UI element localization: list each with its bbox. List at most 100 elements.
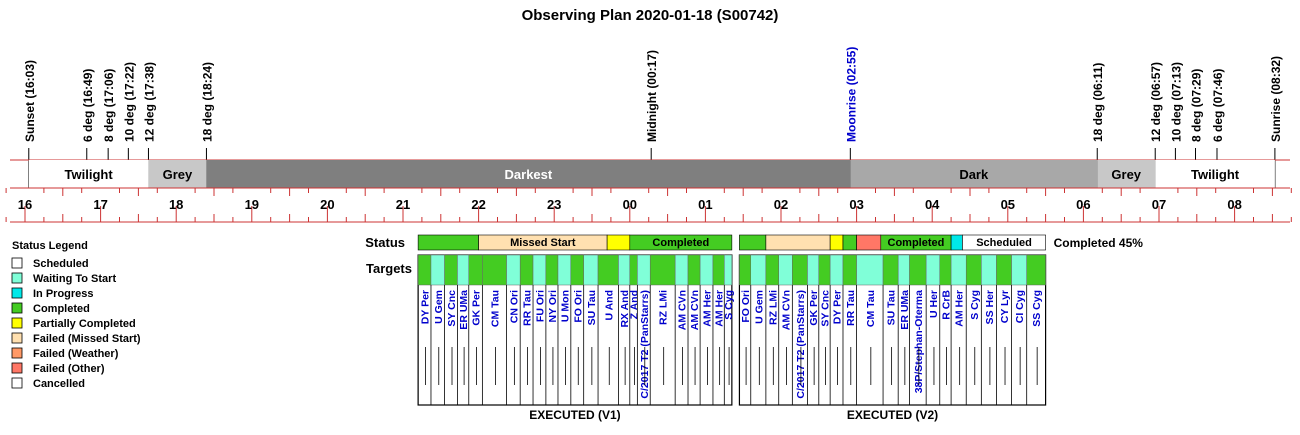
target-name: RR Tau	[845, 290, 857, 326]
target-block	[545, 254, 559, 286]
axis-tick-label: 23	[547, 197, 561, 212]
target-block	[687, 254, 701, 286]
event-label: Sunset (16:03)	[23, 60, 37, 142]
axis-tick-label: 00	[623, 197, 637, 212]
target-name: AM Her	[714, 290, 726, 327]
status-segment-label: Completed	[652, 237, 709, 249]
target-name: AM Her	[702, 290, 714, 327]
axis-tick-label: 08	[1227, 197, 1241, 212]
sky-band	[1097, 160, 1156, 188]
target-name: ER UMa	[899, 290, 911, 330]
legend-label: Completed	[33, 303, 90, 315]
target-block	[1011, 254, 1027, 286]
target-name: AM Her	[954, 290, 966, 327]
target-name: SY Cnc	[446, 290, 458, 327]
target-block	[444, 254, 458, 286]
sky-band	[1155, 160, 1275, 188]
sky-band	[28, 160, 149, 188]
target-block	[482, 254, 507, 286]
target-name: AM CVn	[781, 290, 793, 330]
status-segment	[829, 234, 844, 251]
status-segment	[739, 234, 767, 251]
legend-swatch	[11, 362, 23, 374]
row-label-targets: Targets	[366, 261, 412, 276]
target-block	[792, 254, 808, 286]
target-block	[649, 254, 676, 286]
target-name: CI Cyg	[1014, 290, 1026, 323]
event-label: 6 deg (16:49)	[81, 69, 95, 142]
legend-swatch	[11, 257, 23, 269]
target-block	[532, 254, 547, 286]
event-label: 18 deg (18:24)	[200, 62, 214, 142]
target-name: U And	[603, 290, 615, 321]
target-block	[882, 254, 899, 286]
target-name: R CrB	[940, 290, 952, 320]
target-block	[950, 254, 967, 286]
target-block	[981, 254, 997, 286]
target-name: GK Per	[471, 290, 483, 326]
target-name: S Cyg	[723, 290, 735, 320]
sky-band-label: Dark	[959, 167, 989, 182]
target-block	[468, 254, 483, 286]
sky-band-label: Twilight	[1191, 167, 1240, 182]
target-block	[965, 254, 982, 286]
target-name: RZ LMi	[658, 290, 670, 325]
status-segment	[765, 234, 831, 251]
axis-tick-label: 01	[698, 197, 712, 212]
target-name: RR Tau	[522, 290, 534, 326]
target-name: CN Ori	[508, 290, 520, 323]
status-segment	[950, 234, 963, 251]
target-block	[765, 254, 779, 286]
status-segment-label: Scheduled	[976, 237, 1032, 249]
target-name: SY Cnc	[819, 290, 831, 327]
target-name: SU Tau	[586, 290, 598, 325]
legend-label: Waiting To Start	[33, 273, 116, 285]
sky-band	[850, 160, 1098, 188]
status-segment	[417, 234, 479, 251]
sky-band	[148, 160, 207, 188]
target-block	[909, 254, 927, 286]
target-block	[829, 254, 844, 286]
target-block	[1026, 254, 1046, 286]
legend-label: Cancelled	[33, 378, 85, 390]
completion-text: Completed 45%	[1054, 236, 1144, 250]
status-segment-label: Missed Start	[510, 237, 576, 249]
target-block	[597, 254, 619, 286]
target-name: RX And	[619, 290, 631, 328]
axis-tick-label: 21	[396, 197, 410, 212]
axis-tick-label: 17	[93, 197, 107, 212]
target-name: 38P/Stephan-Oterma	[913, 290, 925, 393]
target-block	[629, 254, 638, 286]
target-block	[842, 254, 857, 286]
target-name: C/2017 T2 (PanStarrs)	[639, 290, 651, 399]
target-block	[996, 254, 1012, 286]
target-name: AM CVn	[677, 290, 689, 330]
status-segment-label: Completed	[888, 237, 945, 249]
target-name: AM CVn	[689, 290, 701, 330]
sky-band	[206, 160, 851, 188]
legend-label: Scheduled	[33, 258, 89, 270]
target-name: SU Tau	[886, 290, 898, 325]
target-name: GK Per	[808, 290, 820, 326]
event-label: Moonrise (02:55)	[844, 47, 858, 142]
target-block	[430, 254, 445, 286]
axis-tick-label: 04	[925, 197, 940, 212]
legend-swatch	[11, 347, 23, 359]
legend-swatch	[11, 317, 23, 329]
target-block	[939, 254, 952, 286]
row-label-status: Status	[365, 235, 405, 250]
event-label: 10 deg (07:13)	[1169, 62, 1183, 142]
axis-tick-label: 06	[1076, 197, 1090, 212]
target-name: SS Her	[984, 290, 996, 324]
axis-tick-label: 22	[471, 197, 485, 212]
target-name: SS Cyg	[1031, 290, 1043, 327]
event-label: 18 deg (06:11)	[1091, 63, 1105, 142]
target-name: U Gem	[433, 290, 445, 324]
target-block	[506, 254, 521, 286]
legend-swatch	[11, 332, 23, 344]
sky-band-label: Grey	[1111, 167, 1141, 182]
event-label: 8 deg (17:06)	[102, 69, 116, 142]
axis-tick-label: 05	[1001, 197, 1015, 212]
sky-band-label: Twilight	[65, 167, 114, 182]
